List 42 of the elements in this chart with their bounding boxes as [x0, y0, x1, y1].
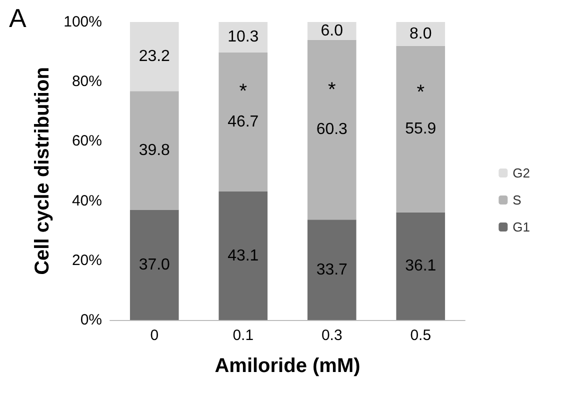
x-tick-label: 0.3 [321, 327, 342, 344]
data-label: 43.1 [228, 247, 259, 264]
y-tick-label: 100% [64, 14, 102, 30]
data-label: 36.1 [405, 258, 436, 275]
annotation: * [328, 79, 336, 102]
data-label: 8.0 [410, 25, 432, 42]
bar [307, 40, 356, 220]
bar [396, 22, 446, 46]
bar [130, 22, 179, 92]
y-tick-label: 0% [80, 312, 102, 328]
data-label: 46.7 [228, 113, 259, 130]
x-axis-title: Amiloride (mM) [214, 355, 360, 377]
annotation: * [416, 81, 425, 104]
y-tick-label: 80% [72, 73, 102, 90]
data-label: 37.0 [138, 256, 170, 274]
data-label: 60.3 [316, 121, 348, 138]
x-tick-label: 0.5 [410, 327, 432, 344]
data-label: 33.7 [316, 261, 348, 278]
bar [218, 22, 268, 52]
annotation: * [239, 80, 248, 102]
legend-label: G2 [512, 166, 530, 180]
legend-label: G1 [512, 220, 530, 234]
bar [307, 220, 356, 320]
data-label: 55.9 [405, 120, 436, 138]
x-tick-label: 0 [150, 327, 159, 344]
bar [396, 46, 446, 212]
data-label: 10.3 [228, 28, 259, 46]
data-label: 23.2 [138, 48, 170, 66]
text: A [9, 3, 27, 33]
y-tick-label: 20% [72, 252, 102, 269]
y-tick-label: 60% [72, 132, 102, 150]
bar [130, 210, 179, 320]
bar [218, 52, 268, 192]
bar [130, 91, 179, 210]
y-axis-title: Cell cycle distribution [32, 67, 54, 275]
bar [218, 192, 268, 320]
bar [396, 212, 446, 320]
data-label: 6.0 [320, 22, 344, 40]
x-tick-label: 0.1 [232, 327, 254, 344]
y-tick-label: 40% [72, 192, 102, 210]
data-label: 39.8 [138, 142, 170, 159]
legend-label: S [512, 192, 522, 208]
